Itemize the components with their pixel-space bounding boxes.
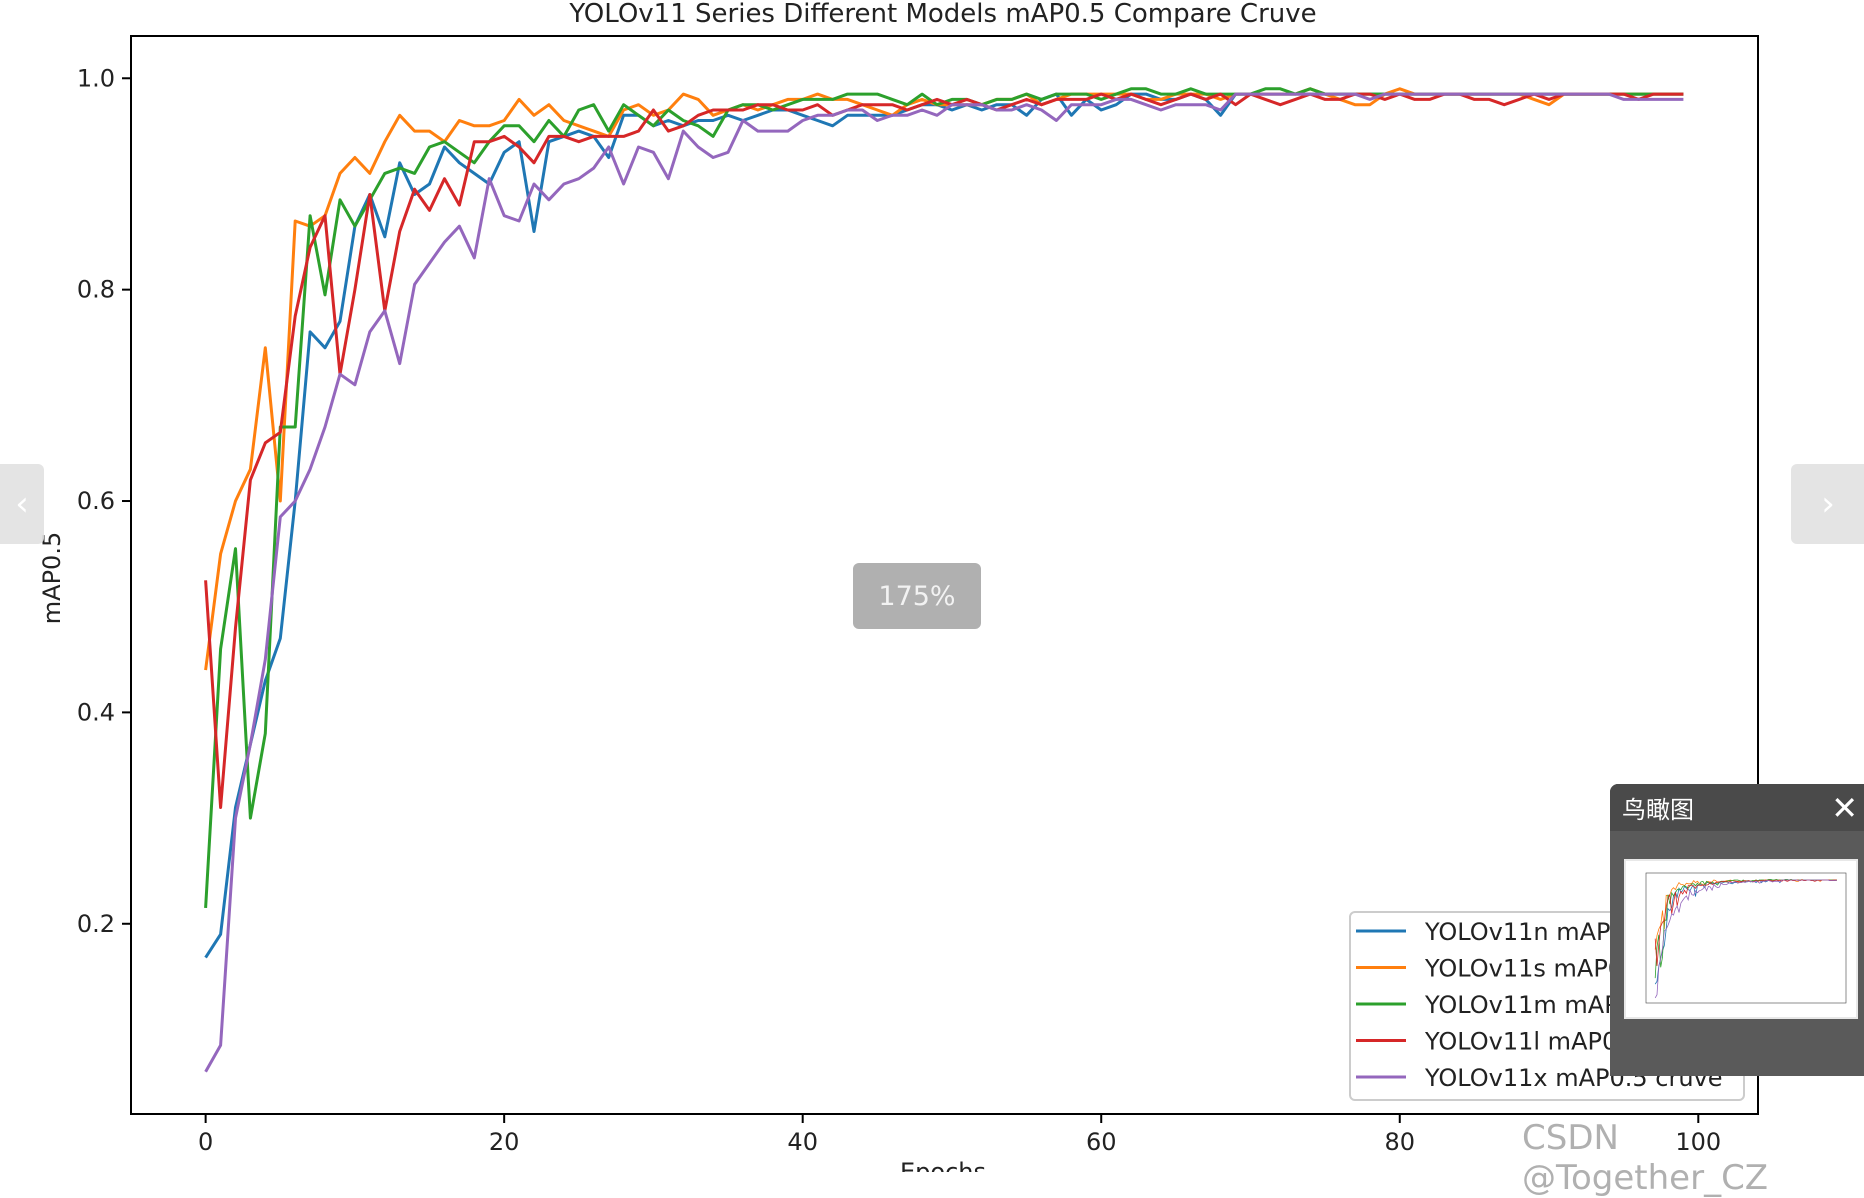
y-tick-label: 0.2	[77, 910, 115, 938]
watermark: CSDN @Together_CZ	[1522, 1118, 1769, 1198]
next-image-button[interactable]: ›	[1791, 464, 1864, 544]
birdseye-title: 鸟瞰图	[1622, 796, 1694, 824]
x-tick-label: 20	[489, 1128, 520, 1156]
x-tick-label: 100	[1675, 1128, 1721, 1156]
y-tick-label: 0.6	[77, 487, 115, 515]
thumbnail-line-5	[1654, 879, 1837, 999]
y-axis-label: mAP0.5	[38, 532, 66, 624]
x-tick-label: 60	[1086, 1128, 1117, 1156]
axis-ticks: 0 20 40 60 80 100 0.2 0.4 0.6 0.8 1.0	[77, 64, 1721, 1156]
zoom-level-badge: 175%	[853, 563, 981, 629]
series-line-1	[204, 92, 1684, 959]
series-line-4	[204, 92, 1684, 809]
series-line-5	[204, 92, 1684, 1073]
x-tick-label: 40	[787, 1128, 818, 1156]
y-tick-label: 1.0	[77, 64, 115, 92]
birdseye-header: 鸟瞰图 ✕	[1610, 784, 1864, 831]
prev-image-button[interactable]: ‹	[0, 464, 44, 544]
y-tick-label: 0.8	[77, 276, 115, 304]
thumbnail-frame	[1645, 872, 1847, 1004]
series-line-3	[204, 87, 1684, 908]
thumbnail-line-4	[1654, 879, 1837, 967]
thumbnail-line-2	[1654, 878, 1837, 950]
chart-title: YOLOv11 Series Different Models mAP0.5 C…	[568, 0, 1316, 29]
close-icon[interactable]: ✕	[1831, 788, 1858, 827]
birdseye-thumbnail[interactable]	[1624, 859, 1858, 1019]
plot-frame	[130, 35, 1759, 1115]
x-tick-label: 80	[1384, 1128, 1415, 1156]
series-lines	[204, 87, 1684, 1073]
thumbnail-line-1	[1654, 879, 1837, 985]
birdseye-panel: 鸟瞰图 ✕	[1610, 784, 1864, 1076]
thumbnail-chart	[1645, 872, 1847, 1004]
x-tick-label: 0	[198, 1128, 213, 1156]
birdseye-body	[1610, 831, 1864, 1076]
y-tick-label: 0.4	[77, 698, 115, 726]
x-axis-label: Epochs	[900, 1158, 986, 1172]
